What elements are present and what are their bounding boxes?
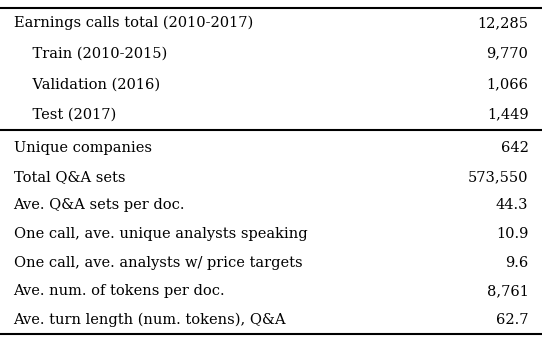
Text: One call, ave. analysts w/ price targets: One call, ave. analysts w/ price targets xyxy=(14,255,302,269)
Text: 642: 642 xyxy=(501,141,528,155)
Text: 44.3: 44.3 xyxy=(496,198,528,212)
Text: 12,285: 12,285 xyxy=(478,16,528,30)
Text: One call, ave. unique analysts speaking: One call, ave. unique analysts speaking xyxy=(14,227,307,241)
Text: Ave. num. of tokens per doc.: Ave. num. of tokens per doc. xyxy=(14,284,225,298)
Text: 9.6: 9.6 xyxy=(505,255,528,269)
Text: 10.9: 10.9 xyxy=(496,227,528,241)
Text: Validation (2016): Validation (2016) xyxy=(14,77,160,91)
Text: Ave. Q&A sets per doc.: Ave. Q&A sets per doc. xyxy=(14,198,185,212)
Text: 1,066: 1,066 xyxy=(487,77,528,91)
Text: 8,761: 8,761 xyxy=(487,284,528,298)
Text: Train (2010-2015): Train (2010-2015) xyxy=(14,47,167,61)
Text: Earnings calls total (2010-2017): Earnings calls total (2010-2017) xyxy=(14,16,253,30)
Text: 62.7: 62.7 xyxy=(496,313,528,327)
Text: Test (2017): Test (2017) xyxy=(14,108,116,122)
Text: 9,770: 9,770 xyxy=(487,47,528,61)
Text: 573,550: 573,550 xyxy=(468,170,528,184)
Text: 1,449: 1,449 xyxy=(487,108,528,122)
Text: Ave. turn length (num. tokens), Q&A: Ave. turn length (num. tokens), Q&A xyxy=(14,313,286,327)
Text: Total Q&A sets: Total Q&A sets xyxy=(14,170,125,184)
Text: Unique companies: Unique companies xyxy=(14,141,152,155)
